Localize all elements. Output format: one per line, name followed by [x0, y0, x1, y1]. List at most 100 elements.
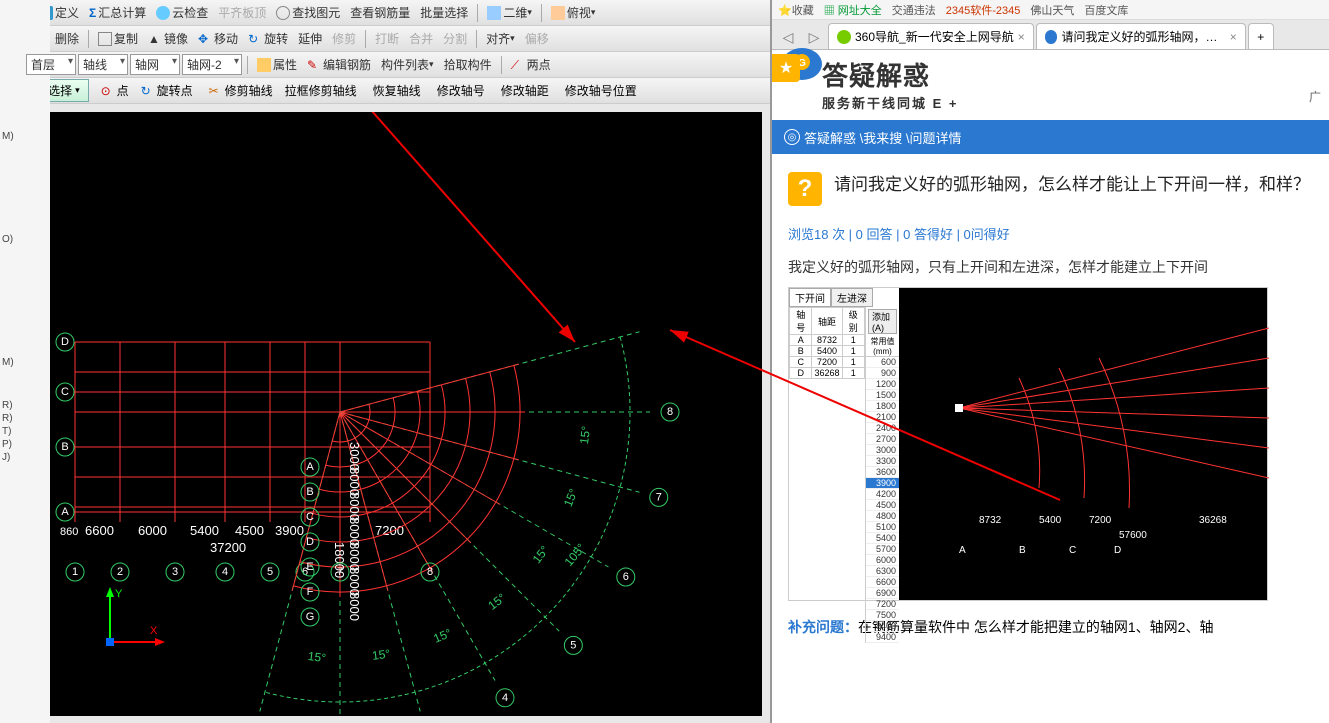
bookmark-item[interactable]: 百度文库 [1084, 2, 1128, 18]
rect-grid [75, 342, 430, 522]
embed-tab: 左进深 [831, 288, 873, 307]
rotpt-icon: ↻ [141, 84, 155, 98]
svg-text:7200: 7200 [1089, 515, 1112, 526]
location-label: 广 [1309, 88, 1321, 105]
attr-icon [257, 58, 271, 72]
topview-button[interactable]: 俯视 ▾ [547, 2, 600, 23]
browser-tab-2[interactable]: 请问我定义好的弧形轴网，怎么样 × [1036, 23, 1246, 49]
mirror-button[interactable]: ▲镜像 [144, 28, 192, 49]
flatalign-button[interactable]: 平齐板顶 [214, 2, 270, 23]
rebar-icon: ✎ [307, 58, 321, 72]
rotate-button[interactable]: ↻旋转 [244, 28, 292, 49]
svg-text:2: 2 [117, 566, 123, 578]
svg-text:C: C [1069, 545, 1076, 556]
batchsel-button[interactable]: 批量选择 [416, 2, 472, 23]
browser-tab-1[interactable]: 360导航_新一代安全上网导航 × [828, 23, 1034, 49]
trimaxis-button[interactable]: ✂修剪轴线 [205, 80, 277, 101]
gridname-dropdown[interactable]: 轴网-2 [182, 54, 242, 75]
copy-icon [98, 32, 112, 46]
break-button[interactable]: 打断 [371, 28, 403, 49]
point-icon: ⊙ [101, 84, 115, 98]
gutter-item: T) [0, 425, 50, 438]
svg-text:8: 8 [667, 406, 673, 418]
findview-button[interactable]: 查找图元 [272, 2, 344, 23]
elemlist-button[interactable]: 构件列表 ▾ [377, 54, 438, 75]
svg-text:D: D [306, 536, 314, 548]
pin-icon: ◎ [784, 129, 800, 145]
modaxisnumpos-button[interactable]: 修改轴号位置 [561, 80, 641, 101]
bookmark-item[interactable]: ⭐收藏 [778, 2, 814, 18]
move-button[interactable]: ✥移动 [194, 28, 242, 49]
close-icon[interactable]: × [1230, 30, 1237, 44]
sumcalc-button[interactable]: Σ汇总计算 [85, 2, 150, 23]
embed-tab: 下开间 [789, 288, 831, 307]
point-button[interactable]: ⊙点 [97, 80, 133, 101]
gutter-item: J) [0, 451, 50, 464]
modaxisnum-button[interactable]: 修改轴号 [433, 80, 489, 101]
svg-text:8000: 8000 [347, 592, 362, 621]
bookmark-item[interactable]: 2345软件-2345 [946, 2, 1021, 18]
toolbar-row-2: ✕删除 复制 ▲镜像 ✥移动 ↻旋转 延伸 修剪 打断 合并 分割 对齐 ▾ 偏… [22, 26, 770, 52]
extend-button[interactable]: 延伸 [294, 28, 326, 49]
floor-dropdown[interactable]: 首层 [26, 54, 76, 75]
merge-button[interactable]: 合并 [405, 28, 437, 49]
twopts-button[interactable]: ⟋两点 [507, 54, 555, 75]
svg-text:7: 7 [656, 491, 662, 503]
breadcrumb: ◎ 答疑解惑 \我来搜 \问题详情 [772, 120, 1329, 154]
bookmark-bar: ⭐收藏 ▦ 网址大全 交通违法 2345软件-2345 佛山天气 百度文库 [772, 0, 1329, 20]
svg-text:4: 4 [222, 566, 228, 578]
modaxisdist-button[interactable]: 修改轴距 [497, 80, 553, 101]
left-gutter: M) O) M) R) R) T) P) J) [0, 0, 50, 723]
svg-text:G: G [306, 611, 315, 623]
editrebar-button[interactable]: ✎编辑钢筋 [303, 54, 375, 75]
favicon-360-icon [837, 30, 851, 44]
new-tab-button[interactable]: + [1248, 23, 1274, 49]
breadcrumb-text[interactable]: 答疑解惑 \我来搜 \问题详情 [804, 128, 961, 147]
embedded-screenshot: 下开间 左进深 轴号轴距级别 A87321 B54001 C72001 D362… [788, 287, 1268, 601]
svg-text:A: A [959, 545, 966, 556]
cloudcheck-button[interactable]: 云检查 [152, 2, 212, 23]
cad-canvas[interactable]: D C B A 860 6600 6000 5400 4500 3900 372… [50, 112, 762, 716]
split-button[interactable]: 分割 [439, 28, 471, 49]
svg-text:Y: Y [115, 588, 123, 600]
gutter-item: M) [0, 356, 50, 369]
restoreaxis-button[interactable]: 恢复轴线 [369, 80, 425, 101]
arc-grid: ABCDEFG300080008000800080008000800018000… [246, 332, 679, 716]
site-header: G 答疑解惑 服务新干线同城 E + 广 [772, 50, 1329, 120]
page-content: ? 请问我定义好的弧形轴网，怎么样才能让上下开间一样，和样？ 浏览18 次 | … [772, 154, 1329, 655]
copy-button[interactable]: 复制 [94, 28, 142, 49]
embed-drawing: 8732 5400 7200 36268 57600 A B C D [899, 288, 1269, 602]
axisline-dropdown[interactable]: 轴线 [78, 54, 128, 75]
svg-text:5400: 5400 [1039, 515, 1062, 526]
twod-button[interactable]: 二维 ▾ [483, 2, 536, 23]
svg-text:C: C [306, 511, 314, 523]
close-icon[interactable]: × [1018, 30, 1025, 44]
svg-text:15°: 15° [371, 647, 391, 663]
search-icon [276, 6, 290, 20]
embed-sidebar: 下开间 左进深 轴号轴距级别 A87321 B54001 C72001 D362… [789, 288, 899, 600]
svg-text:B: B [61, 441, 68, 453]
svg-text:15°: 15° [431, 626, 453, 646]
align-button[interactable]: 对齐 ▾ [482, 28, 519, 49]
svg-text:36268: 36268 [1199, 515, 1227, 526]
rotpt-button[interactable]: ↻旋转点 [137, 80, 197, 101]
bookmark-item[interactable]: 交通违法 [892, 2, 936, 18]
svg-text:6: 6 [623, 571, 629, 583]
attr-button[interactable]: 属性 [253, 54, 301, 75]
boxtrim-button[interactable]: 拉框修剪轴线 [281, 80, 361, 101]
svg-text:15°: 15° [307, 649, 327, 665]
offset-button[interactable]: 偏移 [521, 28, 553, 49]
toolbar-row-3: 首层 轴线 轴网 轴网-2 属性 ✎编辑钢筋 构件列表 ▾ 拾取构件 ⟋两点 [22, 52, 770, 78]
pickelem-button[interactable]: 拾取构件 [440, 54, 496, 75]
gutter-item: O) [0, 233, 50, 246]
viewrebar-button[interactable]: 查看钢筋量 [346, 2, 414, 23]
bookmark-item[interactable]: 佛山天气 [1030, 2, 1074, 18]
gutter-item: P) [0, 438, 50, 451]
svg-text:4: 4 [502, 692, 508, 704]
axisgrid-dropdown[interactable]: 轴网 [130, 54, 180, 75]
rect-col-nums: 1 2 3 4 5 6 [66, 563, 314, 581]
star-sidebar-tab[interactable]: ★ [772, 54, 800, 82]
trim-button[interactable]: 修剪 [328, 28, 360, 49]
cad-app-panel: M) O) M) R) R) T) P) J) 定义 Σ汇总计算 云检查 平齐板… [0, 0, 770, 723]
bookmark-item[interactable]: ▦ 网址大全 [824, 2, 882, 18]
